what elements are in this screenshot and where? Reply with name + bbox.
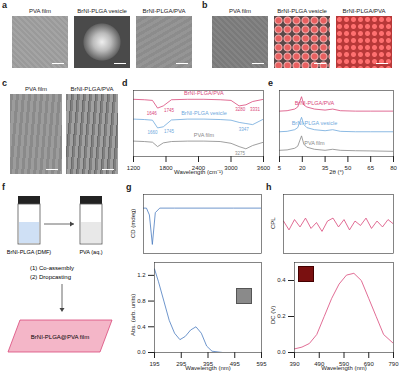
html-text:CPL: CPL <box>270 217 276 229</box>
html-text:c: c <box>2 78 7 88</box>
svg-text:0.8: 0.8 <box>137 298 146 304</box>
svg-text:BrNI-PLGA vesicle: BrNI-PLGA vesicle <box>292 120 338 126</box>
svg-text:3331: 3331 <box>250 107 261 112</box>
html-text:b: b <box>202 0 208 10</box>
svg-text:0.2: 0.2 <box>277 313 286 319</box>
html-text:PVA film: PVA film <box>228 8 252 14</box>
html-text:g: g <box>126 182 132 192</box>
svg-text:690: 690 <box>363 360 374 367</box>
svg-text:0.0: 0.0 <box>277 349 286 355</box>
html-text:BrNI-PLGA vesicle: BrNI-PLGA vesicle <box>277 8 327 14</box>
svg-text:0.4: 0.4 <box>137 324 146 330</box>
html-text:f: f <box>2 182 5 192</box>
svg-text:3275: 3275 <box>235 151 246 156</box>
svg-text:BrNI-PLGA vesicle: BrNI-PLGA vesicle <box>181 110 227 116</box>
svg-text:390: 390 <box>289 361 300 367</box>
svg-text:35: 35 <box>322 165 329 171</box>
svg-text:495: 495 <box>230 361 241 367</box>
html-text:DC (V): DC (V) <box>270 305 276 325</box>
svg-text:790: 790 <box>388 361 399 367</box>
svg-text:3347: 3347 <box>239 127 250 132</box>
svg-text:BrNI-PLGA/PVA: BrNI-PLGA/PVA <box>184 90 224 96</box>
html-text:BrNI-PLGA vesicle: BrNI-PLGA vesicle <box>77 8 127 14</box>
svg-text:80: 80 <box>390 165 397 171</box>
svg-text:BrNI-PLGA (DMF): BrNI-PLGA (DMF) <box>7 249 51 255</box>
svg-text:BrNI-PLGA/PVA: BrNI-PLGA/PVA <box>295 100 335 106</box>
svg-text:595: 595 <box>256 361 267 367</box>
html-text:BrNI-PLGA/PVA: BrNI-PLGA/PVA <box>342 8 386 14</box>
svg-text:295: 295 <box>176 360 187 367</box>
svg-text:20: 20 <box>299 165 306 171</box>
svg-text:(2) Dropcasting: (2) Dropcasting <box>30 274 71 280</box>
svg-text:PVA film: PVA film <box>304 140 325 146</box>
svg-text:1745: 1745 <box>164 108 175 113</box>
svg-text:1660: 1660 <box>147 130 158 135</box>
svg-text:5: 5 <box>278 165 282 171</box>
html-text:BrNI-PLGA/PVA: BrNI-PLGA/PVA <box>142 8 186 14</box>
html-text:CD (mdeg): CD (mdeg) <box>130 208 136 238</box>
svg-text:1745: 1745 <box>164 129 175 134</box>
svg-text:490: 490 <box>314 360 325 367</box>
html-text:Abs. (arb. units): Abs. (arb. units) <box>130 293 136 337</box>
svg-text:PVA film: PVA film <box>194 132 215 138</box>
html-text:PVA film: PVA film <box>28 8 52 14</box>
svg-text:50: 50 <box>345 165 352 171</box>
svg-text:Wavelength (nm): Wavelength (nm) <box>185 365 230 371</box>
html-text:BrNI-PLGA/PVA: BrNI-PLGA/PVA <box>70 86 114 92</box>
svg-text:Wavelength (nm): Wavelength (nm) <box>321 365 366 371</box>
html-text:PVA film: PVA film <box>24 86 48 92</box>
html-text:h: h <box>266 182 272 192</box>
svg-text:3000: 3000 <box>224 165 238 171</box>
svg-text:1646: 1646 <box>147 111 158 116</box>
html-text:d: d <box>122 78 128 88</box>
svg-text:1800: 1800 <box>159 165 173 171</box>
svg-text:1200: 1200 <box>127 165 141 171</box>
svg-text:2θ (°): 2θ (°) <box>329 169 344 175</box>
html-text:e: e <box>268 78 273 88</box>
svg-text:PVA (aq.): PVA (aq.) <box>79 249 102 255</box>
svg-text:0.0: 0.0 <box>137 349 146 355</box>
svg-text:0.4: 0.4 <box>277 277 286 283</box>
html-text:a: a <box>2 0 7 10</box>
svg-text:Wavelength (cm⁻¹): Wavelength (cm⁻¹) <box>174 169 223 175</box>
svg-text:1.2: 1.2 <box>137 272 146 278</box>
svg-text:BrNI-PLGA@PVA film: BrNI-PLGA@PVA film <box>31 334 89 340</box>
svg-text:3600: 3600 <box>257 165 271 171</box>
svg-text:(1) Co-assembly: (1) Co-assembly <box>30 265 74 271</box>
svg-text:195: 195 <box>149 361 160 367</box>
svg-text:65: 65 <box>367 165 374 171</box>
svg-text:3280: 3280 <box>235 107 246 112</box>
